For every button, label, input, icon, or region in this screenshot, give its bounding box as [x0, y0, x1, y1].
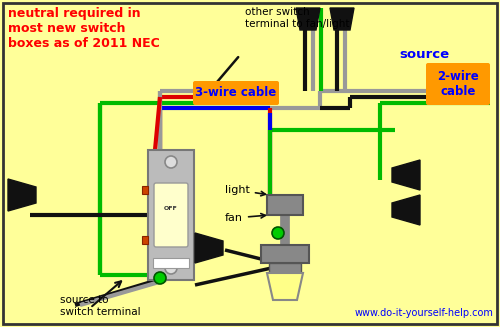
FancyBboxPatch shape — [154, 183, 188, 247]
Text: source to
switch terminal: source to switch terminal — [60, 295, 140, 317]
Polygon shape — [330, 8, 354, 30]
Polygon shape — [267, 273, 303, 300]
Bar — [142, 236, 148, 244]
Polygon shape — [392, 160, 420, 190]
Text: source: source — [400, 48, 450, 61]
Polygon shape — [8, 179, 36, 211]
Bar — [261, 245, 309, 263]
Polygon shape — [296, 8, 320, 30]
Circle shape — [165, 156, 177, 168]
Text: www.do-it-yourself-help.com: www.do-it-yourself-help.com — [354, 308, 493, 318]
Text: 3-wire cable: 3-wire cable — [196, 87, 276, 99]
Bar — [153, 258, 189, 268]
Text: light: light — [225, 185, 266, 196]
FancyBboxPatch shape — [193, 81, 279, 105]
Text: neutral required in
most new switch
boxes as of 2011 NEC: neutral required in most new switch boxe… — [8, 7, 160, 50]
Bar — [267, 195, 303, 215]
Polygon shape — [392, 195, 420, 225]
FancyBboxPatch shape — [426, 63, 490, 105]
Bar — [148, 150, 194, 280]
Polygon shape — [195, 233, 223, 263]
Bar — [142, 186, 148, 194]
Text: 2-wire
cable: 2-wire cable — [437, 70, 479, 98]
Circle shape — [272, 227, 284, 239]
Text: fan: fan — [225, 213, 266, 223]
Text: OFF: OFF — [164, 205, 178, 211]
Circle shape — [165, 262, 177, 274]
Bar — [269, 263, 301, 273]
Text: other switch
terminal to fan/light: other switch terminal to fan/light — [245, 7, 350, 28]
Circle shape — [154, 272, 166, 284]
